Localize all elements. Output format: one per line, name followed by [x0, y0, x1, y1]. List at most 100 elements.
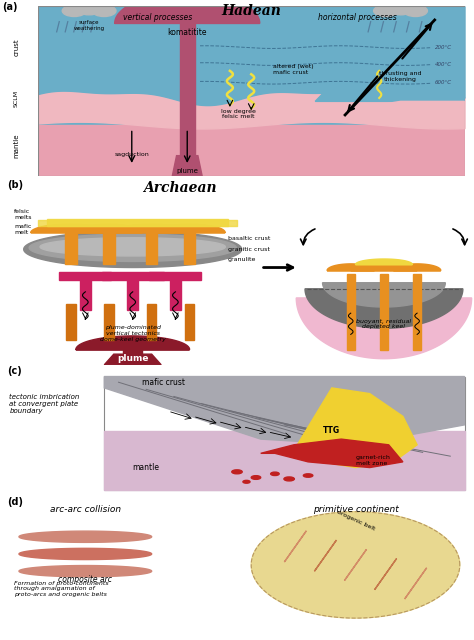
Polygon shape — [65, 232, 77, 264]
Polygon shape — [66, 304, 76, 340]
Polygon shape — [109, 224, 194, 232]
Ellipse shape — [232, 470, 242, 474]
Polygon shape — [184, 232, 195, 264]
Polygon shape — [305, 289, 463, 328]
Text: tectonic imbrication
at convergent plate
boundary: tectonic imbrication at convergent plate… — [9, 394, 80, 413]
Polygon shape — [29, 234, 236, 261]
Text: horizontal processes: horizontal processes — [319, 13, 397, 22]
Text: sagduction: sagduction — [114, 152, 149, 157]
Polygon shape — [104, 376, 465, 445]
Ellipse shape — [75, 1, 103, 15]
Text: (b): (b) — [7, 180, 23, 191]
Ellipse shape — [374, 5, 398, 17]
Text: vertical processes: vertical processes — [123, 13, 192, 22]
Ellipse shape — [386, 1, 415, 15]
Polygon shape — [380, 274, 388, 349]
Polygon shape — [322, 283, 446, 307]
Text: (c): (c) — [7, 365, 22, 376]
Polygon shape — [146, 232, 157, 264]
Polygon shape — [19, 548, 152, 559]
Polygon shape — [147, 304, 156, 340]
Bar — [104, 376, 465, 490]
Polygon shape — [393, 264, 441, 271]
Polygon shape — [127, 280, 138, 310]
Polygon shape — [261, 439, 403, 468]
Text: 200°C: 200°C — [435, 45, 452, 50]
Polygon shape — [405, 568, 427, 599]
Polygon shape — [185, 304, 194, 340]
Text: Formation of proto-continents
through amalgamation of
proto-arcs and orogenic be: Formation of proto-continents through am… — [14, 580, 109, 597]
Text: buoyant, residual
depleted keel: buoyant, residual depleted keel — [356, 319, 411, 330]
Ellipse shape — [92, 5, 116, 17]
Text: primitive continent: primitive continent — [313, 505, 398, 514]
Ellipse shape — [62, 5, 86, 17]
Polygon shape — [284, 531, 306, 562]
Ellipse shape — [243, 481, 250, 483]
Polygon shape — [19, 566, 152, 577]
Text: arc-arc collision: arc-arc collision — [50, 505, 121, 514]
Ellipse shape — [403, 5, 428, 17]
Polygon shape — [351, 264, 417, 271]
Polygon shape — [170, 280, 181, 310]
Polygon shape — [31, 224, 111, 232]
Text: thrusting and
thickening: thrusting and thickening — [379, 71, 422, 82]
Polygon shape — [38, 6, 465, 176]
Text: Hadean: Hadean — [221, 4, 281, 18]
Polygon shape — [180, 23, 195, 176]
Text: granulite: granulite — [228, 257, 256, 262]
Polygon shape — [251, 512, 460, 618]
Text: garnet-rich
melt zone: garnet-rich melt zone — [356, 455, 391, 466]
Text: Archaean: Archaean — [143, 180, 217, 195]
Text: crust: crust — [14, 38, 19, 56]
Text: surface
weathering: surface weathering — [73, 20, 105, 31]
Text: TTG: TTG — [323, 426, 340, 435]
Text: plume: plume — [117, 354, 148, 364]
Text: mafic
melt: mafic melt — [14, 224, 32, 235]
Polygon shape — [413, 274, 421, 349]
Polygon shape — [123, 340, 142, 365]
Polygon shape — [327, 264, 374, 271]
Polygon shape — [76, 224, 142, 232]
Polygon shape — [104, 354, 161, 365]
Polygon shape — [76, 336, 190, 349]
Polygon shape — [374, 559, 397, 589]
Polygon shape — [115, 0, 260, 23]
Ellipse shape — [251, 476, 261, 479]
Text: orogenic belt: orogenic belt — [336, 509, 375, 531]
Text: felsic
melts: felsic melts — [14, 209, 32, 220]
Text: 400°C: 400°C — [435, 61, 452, 67]
Polygon shape — [149, 272, 201, 280]
Polygon shape — [19, 531, 152, 542]
Text: (a): (a) — [2, 2, 17, 12]
Polygon shape — [337, 101, 465, 115]
Text: mantle: mantle — [14, 133, 19, 157]
Ellipse shape — [284, 477, 294, 481]
Text: granitic crust: granitic crust — [228, 247, 269, 252]
Polygon shape — [104, 304, 114, 340]
Polygon shape — [356, 259, 412, 264]
Polygon shape — [345, 549, 366, 580]
Polygon shape — [315, 6, 465, 101]
Polygon shape — [172, 156, 202, 176]
Text: altered (wet)
mafic crust: altered (wet) mafic crust — [273, 65, 313, 76]
Polygon shape — [24, 231, 242, 268]
Polygon shape — [294, 388, 417, 468]
Text: mafic crust: mafic crust — [142, 378, 185, 387]
Text: basaltic crust: basaltic crust — [228, 236, 270, 241]
Polygon shape — [296, 298, 472, 358]
Text: 600°C: 600°C — [435, 80, 452, 85]
Polygon shape — [40, 237, 226, 256]
Polygon shape — [102, 272, 164, 280]
Text: SCLM: SCLM — [14, 90, 19, 106]
Polygon shape — [47, 219, 228, 227]
Text: komatitite: komatitite — [167, 28, 207, 37]
Ellipse shape — [303, 474, 313, 477]
Text: plume: plume — [176, 168, 198, 173]
Text: plume-dominated
vertical tectonics
dome-keel geometry: plume-dominated vertical tectonics dome-… — [100, 325, 165, 342]
Polygon shape — [314, 540, 337, 572]
Ellipse shape — [271, 472, 279, 476]
Polygon shape — [103, 232, 115, 264]
Text: mantle: mantle — [133, 463, 160, 472]
Polygon shape — [59, 272, 111, 280]
Polygon shape — [347, 274, 355, 349]
